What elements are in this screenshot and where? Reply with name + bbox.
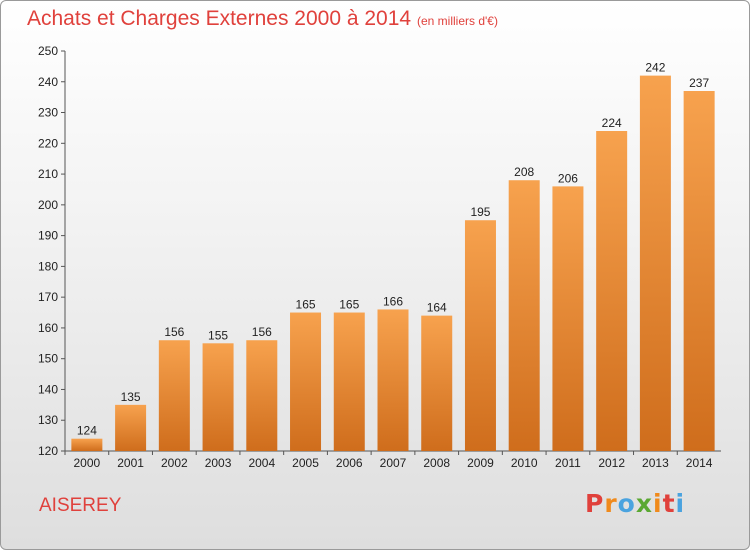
- bar-value-label: 166: [383, 294, 403, 308]
- bar-value-label: 165: [339, 298, 359, 312]
- logo-letter: o: [617, 489, 636, 518]
- chart-bars: [71, 75, 715, 451]
- y-tick-label: 170: [38, 290, 58, 304]
- y-tick-label: 240: [38, 75, 58, 89]
- x-tick-label: 2008: [423, 456, 450, 470]
- bar: [464, 220, 496, 451]
- bar-value-label: 156: [164, 325, 184, 339]
- x-tick-label: 2007: [380, 456, 407, 470]
- y-tick-label: 150: [38, 352, 58, 366]
- x-tick-label: 2001: [117, 456, 144, 470]
- bar: [115, 404, 147, 451]
- bar: [508, 180, 540, 451]
- y-tick-label: 160: [38, 321, 58, 335]
- y-tick-label: 120: [38, 444, 58, 458]
- bar-value-label: 156: [252, 325, 272, 339]
- x-tick-label: 2005: [292, 456, 319, 470]
- bar: [158, 340, 190, 451]
- y-tick-label: 250: [38, 44, 58, 58]
- y-tick-label: 230: [38, 106, 58, 120]
- x-tick-label: 2009: [467, 456, 494, 470]
- bar: [202, 343, 234, 451]
- logo-letter: r: [604, 489, 618, 518]
- x-tick-label: 2004: [248, 456, 275, 470]
- y-tick-label: 220: [38, 136, 58, 150]
- chart-subtitle: (en milliers d'€): [417, 14, 498, 28]
- logo-letter: x: [635, 489, 653, 518]
- bar-value-label: 135: [121, 390, 141, 404]
- bar: [421, 315, 453, 451]
- bar-value-label: 155: [208, 328, 228, 342]
- x-tick-label: 2002: [161, 456, 188, 470]
- commune-name: AISEREY: [39, 495, 122, 516]
- y-tick-label: 200: [38, 198, 58, 212]
- bar-value-label: 124: [77, 424, 97, 438]
- bar: [552, 186, 584, 451]
- y-tick-label: 140: [38, 382, 58, 396]
- bar: [596, 131, 628, 451]
- x-tick-label: 2000: [74, 456, 101, 470]
- logo-letter: i: [675, 489, 686, 518]
- bar-value-label: 164: [427, 301, 447, 315]
- bar-value-label: 237: [689, 76, 709, 90]
- x-tick-label: 2003: [205, 456, 232, 470]
- y-tick-label: 190: [38, 229, 58, 243]
- bar: [639, 75, 671, 451]
- bar-value-label: 208: [514, 165, 534, 179]
- y-tick-label: 210: [38, 167, 58, 181]
- x-tick-label: 2012: [598, 456, 625, 470]
- x-tick-label: 2013: [642, 456, 669, 470]
- bar-value-label: 195: [470, 205, 490, 219]
- x-tick-label: 2010: [511, 456, 538, 470]
- bar: [377, 309, 409, 451]
- bar: [71, 438, 103, 451]
- chart-labels: 124 135 156 155 156 165 165 166 164 195 208 206 224 2…: [77, 61, 710, 438]
- bar-value-label: 242: [645, 61, 665, 75]
- proxiti-logo: Proxiti: [585, 489, 685, 518]
- logo-letter: i: [653, 489, 663, 518]
- bar: [246, 340, 278, 451]
- bar-value-label: 224: [602, 116, 622, 130]
- bar-value-label: 206: [558, 171, 578, 185]
- bar: [683, 91, 715, 451]
- bar: [333, 312, 365, 451]
- bar-value-label: 165: [296, 298, 316, 312]
- logo-letter: P: [585, 489, 605, 518]
- x-tick-label: 2006: [336, 456, 363, 470]
- y-tick-label: 180: [38, 259, 58, 273]
- bar: [290, 312, 322, 451]
- x-tick-label: 2011: [555, 456, 581, 470]
- y-tick-label: 130: [38, 413, 58, 427]
- x-tick-label: 2014: [686, 456, 713, 470]
- logo-letter: t: [662, 489, 676, 518]
- chart-title: Achats et Charges Externes 2000 à 2014: [27, 7, 412, 30]
